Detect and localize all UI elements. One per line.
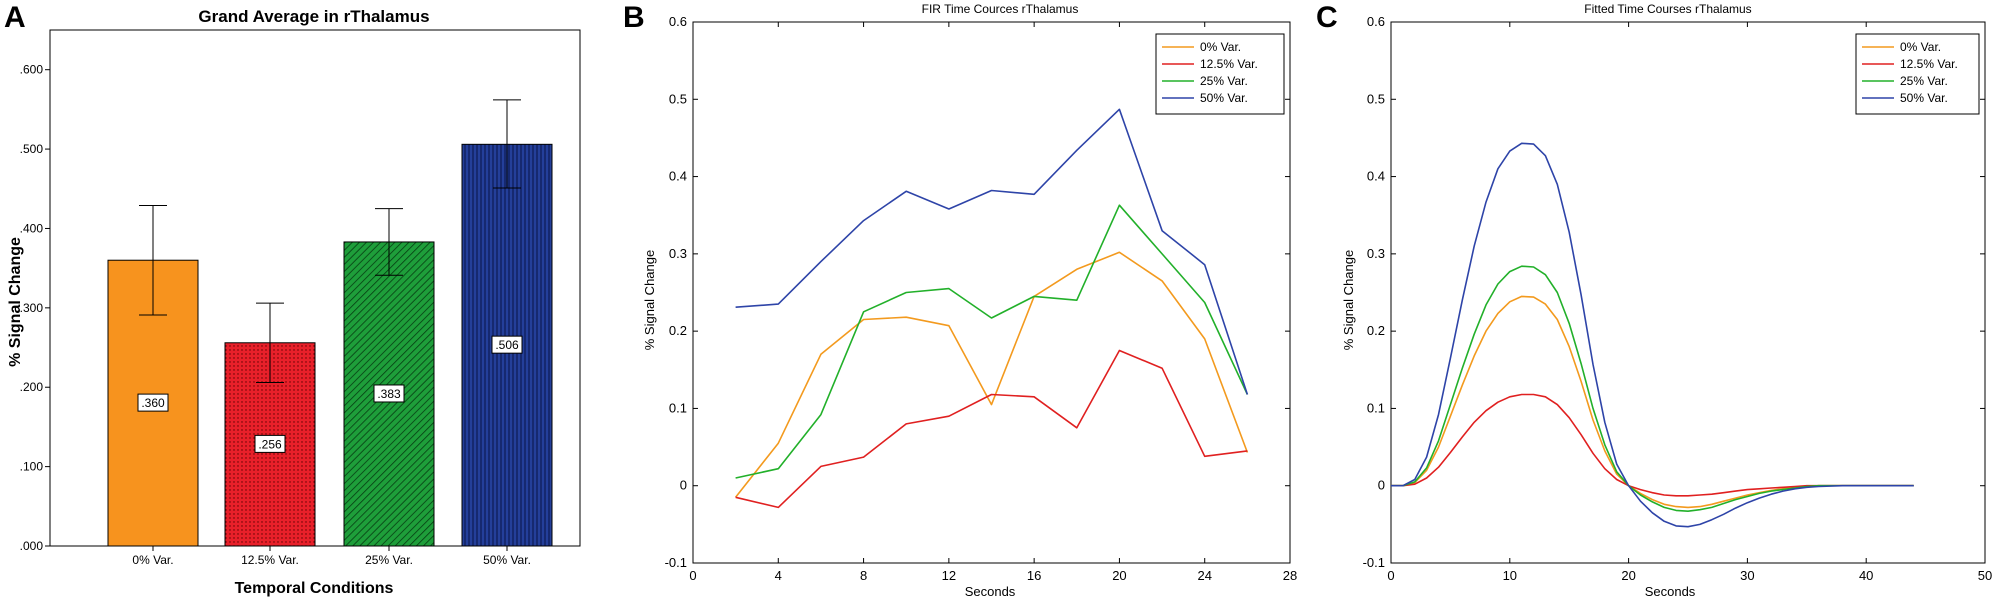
fir-line-chart-panel: FIR Time Cources rThalamus Seconds % Sig… <box>642 2 1297 599</box>
legend-label: 25% Var. <box>1900 74 1948 88</box>
fir-chart-xlabel: Seconds <box>965 584 1016 599</box>
y-tick-label: .000 <box>20 539 44 553</box>
y-tick-label: .200 <box>20 380 44 394</box>
value-label-box <box>137 393 169 412</box>
value-label-box <box>373 384 405 403</box>
y-tick-label: .300 <box>20 301 44 315</box>
fitted-chart-xlabel: Seconds <box>1645 584 1696 599</box>
x-tick-label: 30 <box>1740 568 1754 583</box>
y-tick-label: 0.2 <box>1367 323 1385 338</box>
fir-chart-title: FIR Time Cources rThalamus <box>922 2 1079 16</box>
y-tick-label: .500 <box>20 142 44 156</box>
x-tick-label: 10 <box>1503 568 1517 583</box>
value-label: .383 <box>377 387 401 401</box>
y-tick-label: .100 <box>20 460 44 474</box>
fir-chart-ylabel: % Signal Change <box>642 250 657 350</box>
panel-letter-b: B <box>623 1 645 34</box>
legend-label: 0% Var. <box>1200 40 1241 54</box>
x-tick-label: 28 <box>1283 568 1297 583</box>
y-tick-label: 0.6 <box>669 14 687 29</box>
series-line <box>1391 142 1914 528</box>
y-tick-label: 0.5 <box>1367 91 1385 106</box>
y-tick-label: 0.1 <box>669 400 687 415</box>
legend-label: 0% Var. <box>1900 40 1941 54</box>
x-tick-label: 0 <box>1387 568 1394 583</box>
y-tick-label: 0.3 <box>1367 246 1385 261</box>
y-tick-label: 0 <box>680 478 687 493</box>
value-label-box <box>254 434 286 453</box>
legend-label: 50% Var. <box>1200 91 1248 105</box>
y-tick-label: -0.1 <box>1363 555 1385 570</box>
y-tick-label: 0.4 <box>1367 169 1385 184</box>
bar-chart-title: Grand Average in rThalamus <box>198 7 429 26</box>
x-tick-label: 20 <box>1621 568 1635 583</box>
legend-label: 50% Var. <box>1900 91 1948 105</box>
y-tick-label: 0.2 <box>669 323 687 338</box>
x-tick-label: 25% Var. <box>365 553 413 567</box>
series-line <box>735 349 1248 509</box>
value-label-box <box>491 335 523 354</box>
series-line <box>735 108 1249 395</box>
x-tick-label: 40 <box>1859 568 1873 583</box>
y-tick-label: .400 <box>20 221 44 235</box>
x-tick-label: 50 <box>1978 568 1992 583</box>
panel-letter-a: A <box>4 1 26 34</box>
value-label: .506 <box>495 338 519 352</box>
x-tick-label: 24 <box>1197 568 1211 583</box>
panel-letter-c: C <box>1316 1 1338 34</box>
fitted-chart-title: Fitted Time Courses rThalamus <box>1584 2 1751 16</box>
y-tick-label: 0.6 <box>1367 14 1385 29</box>
x-tick-label: 4 <box>775 568 782 583</box>
y-tick-label: 0.4 <box>669 169 687 184</box>
legend-label: 12.5% Var. <box>1200 57 1258 71</box>
y-tick-label: 0.3 <box>669 246 687 261</box>
series-line <box>734 251 1249 498</box>
value-label: .360 <box>141 396 165 410</box>
y-tick-label: 0.1 <box>1367 400 1385 415</box>
x-tick-label: 12.5% Var. <box>241 553 299 567</box>
x-tick-label: 12 <box>942 568 956 583</box>
legend-label: 25% Var. <box>1200 74 1248 88</box>
x-tick-label: 50% Var. <box>483 553 531 567</box>
y-tick-label: -0.1 <box>665 555 687 570</box>
series-line <box>735 204 1249 479</box>
x-tick-label: 20 <box>1112 568 1126 583</box>
legend-label: 12.5% Var. <box>1900 57 1958 71</box>
x-tick-label: 0 <box>689 568 696 583</box>
value-label: .256 <box>258 437 282 451</box>
x-tick-label: 16 <box>1027 568 1041 583</box>
y-tick-label: .600 <box>20 63 44 77</box>
bar-chart-xlabel: Temporal Conditions <box>235 580 394 597</box>
bar-chart-panel: Grand Average in rThalamus Temporal Cond… <box>7 7 581 597</box>
y-tick-label: 0.5 <box>669 91 687 106</box>
x-tick-label: 8 <box>860 568 867 583</box>
x-tick-label: 0% Var. <box>132 553 173 567</box>
bar-chart-ylabel: % Signal Change <box>7 237 24 367</box>
fitted-line-chart-panel: Fitted Time Courses rThalamus Seconds % … <box>1341 2 1992 599</box>
fitted-chart-ylabel: % Signal Change <box>1341 250 1356 350</box>
y-tick-label: 0 <box>1378 478 1385 493</box>
